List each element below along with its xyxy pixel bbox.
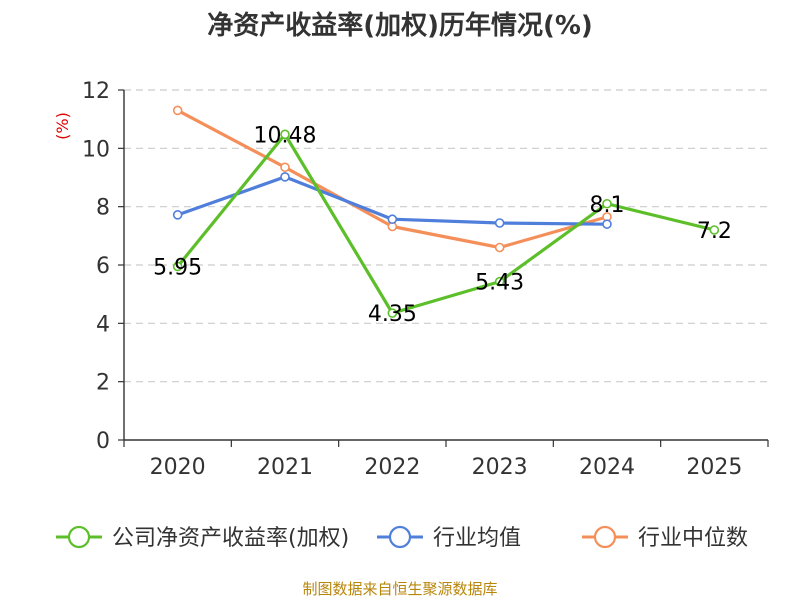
series-line-0	[176, 132, 715, 315]
series-point-0-2025	[709, 225, 720, 235]
y-tick-label-12: 12	[82, 79, 110, 104]
data-label-2024: 8.1	[590, 193, 625, 218]
x-tick-label-2025: 2025	[686, 455, 742, 480]
series-point-2-2021	[280, 162, 290, 173]
series-lines	[172, 105, 720, 318]
legend-swatch-marker-0	[67, 525, 91, 549]
legend-swatch-marker-1	[388, 525, 412, 549]
source-note: 制图数据来自恒生聚源数据库	[302, 580, 497, 598]
y-tick-label-8: 8	[96, 196, 110, 221]
x-tick-label-2020: 2020	[150, 455, 206, 480]
series-point-1-2021	[280, 172, 290, 182]
legend-label-0: 公司净资产收益率(加权)	[112, 526, 349, 551]
series-point-0-2023	[494, 276, 505, 287]
y-tick-label-2: 2	[96, 371, 110, 396]
x-tick-label-2021: 2021	[257, 455, 313, 480]
legend-label-2: 行业中位数	[638, 526, 748, 551]
y-axis-label: (%)	[53, 112, 72, 140]
series-point-0-2020	[172, 261, 183, 272]
series-point-2-2020	[172, 105, 183, 116]
data-label-2021: 10.48	[254, 123, 317, 148]
legend-item-2[interactable]: 行业中位数	[582, 525, 748, 551]
x-tick-label-2023: 2023	[472, 455, 528, 480]
data-label-2023: 5.43	[475, 271, 524, 296]
y-tick-label-10: 10	[82, 137, 110, 162]
legend-item-1[interactable]: 行业均值	[377, 525, 521, 551]
data-labels: 5.95 10.48 4.35 5.43 8.1 7.2	[153, 123, 732, 327]
series-point-1-2020	[172, 210, 183, 220]
legend-swatch-marker-2	[593, 525, 617, 549]
y-tick-label-0: 0	[96, 429, 110, 454]
legend-label-1: 行业均值	[433, 526, 521, 551]
chart-title: 净资产收益率(加权)历年情况(%)	[207, 10, 593, 41]
y-tick-label-4: 4	[96, 312, 110, 337]
data-label-2020: 5.95	[153, 255, 202, 280]
series-point-0-2022	[387, 308, 398, 318]
series-point-1-2024	[602, 219, 612, 229]
series-point-0-2024	[602, 198, 612, 209]
legend[interactable]: 公司净资产收益率(加权) 行业均值 行业中位数	[56, 525, 748, 551]
series-point-2-2023	[494, 242, 505, 253]
axes: 0 2 4 6 8 10 12 2020 2021 2022 2023 2024 2025	[82, 79, 769, 480]
legend-item-0[interactable]: 公司净资产收益率(加权)	[56, 525, 349, 551]
series-point-1-2023	[494, 218, 505, 228]
y-tick-label-6: 6	[96, 254, 110, 279]
x-tick-label-2024: 2024	[579, 455, 635, 480]
data-label-2025: 7.2	[697, 219, 732, 244]
series-point-1-2022	[387, 214, 398, 225]
x-tick-label-2022: 2022	[364, 455, 420, 480]
data-label-2022: 4.35	[368, 302, 417, 327]
series-point-0-2021	[280, 129, 290, 140]
